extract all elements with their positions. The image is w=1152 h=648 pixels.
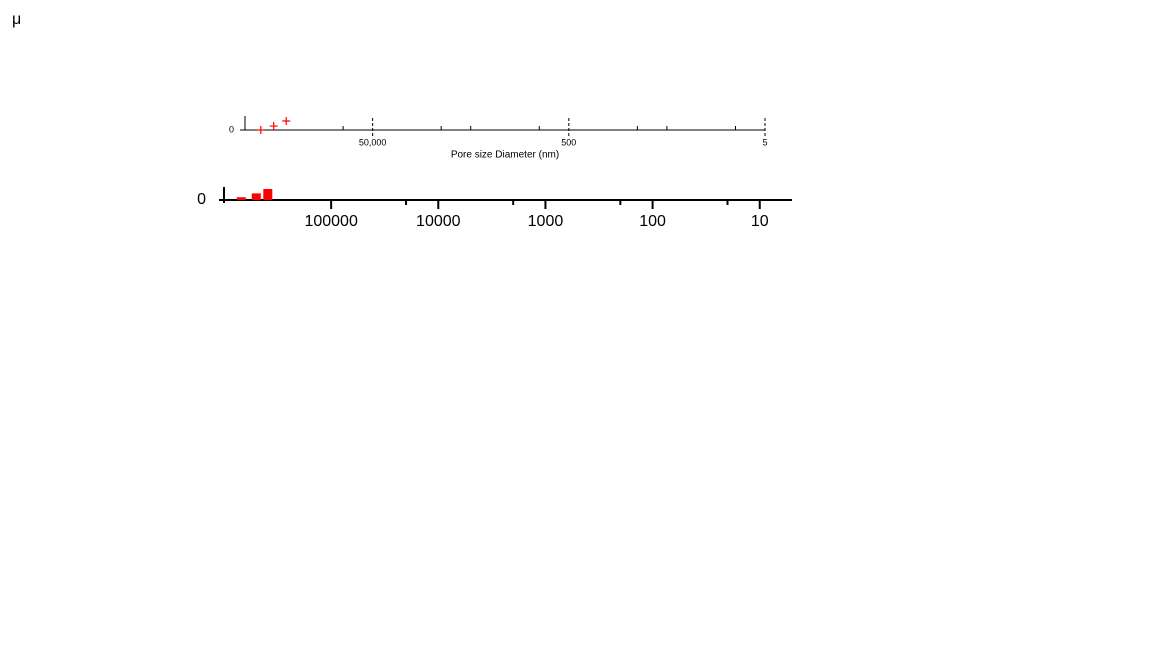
bar xyxy=(263,189,273,200)
y-tick-label: 0 xyxy=(229,124,234,134)
bar xyxy=(236,197,246,200)
x-tick-label: 10000 xyxy=(416,213,461,230)
x-tick-label: 5 xyxy=(762,137,767,147)
marker xyxy=(256,126,265,134)
x-tick-label: 50,000 xyxy=(359,137,387,147)
y-tick-label: 0 xyxy=(197,191,206,208)
x-tick-label: 10 xyxy=(751,213,769,230)
bar xyxy=(251,193,261,200)
symbol: μ xyxy=(12,11,21,28)
x-tick-label: 100 xyxy=(639,213,666,230)
x-tick-label: 500 xyxy=(561,137,576,147)
x-tick-label: 1000 xyxy=(528,213,564,230)
marker xyxy=(282,117,291,125)
x-axis-label: Pore size Diameter (nm) xyxy=(451,150,559,161)
x-tick-label: 100000 xyxy=(304,213,357,230)
marker xyxy=(269,122,278,131)
